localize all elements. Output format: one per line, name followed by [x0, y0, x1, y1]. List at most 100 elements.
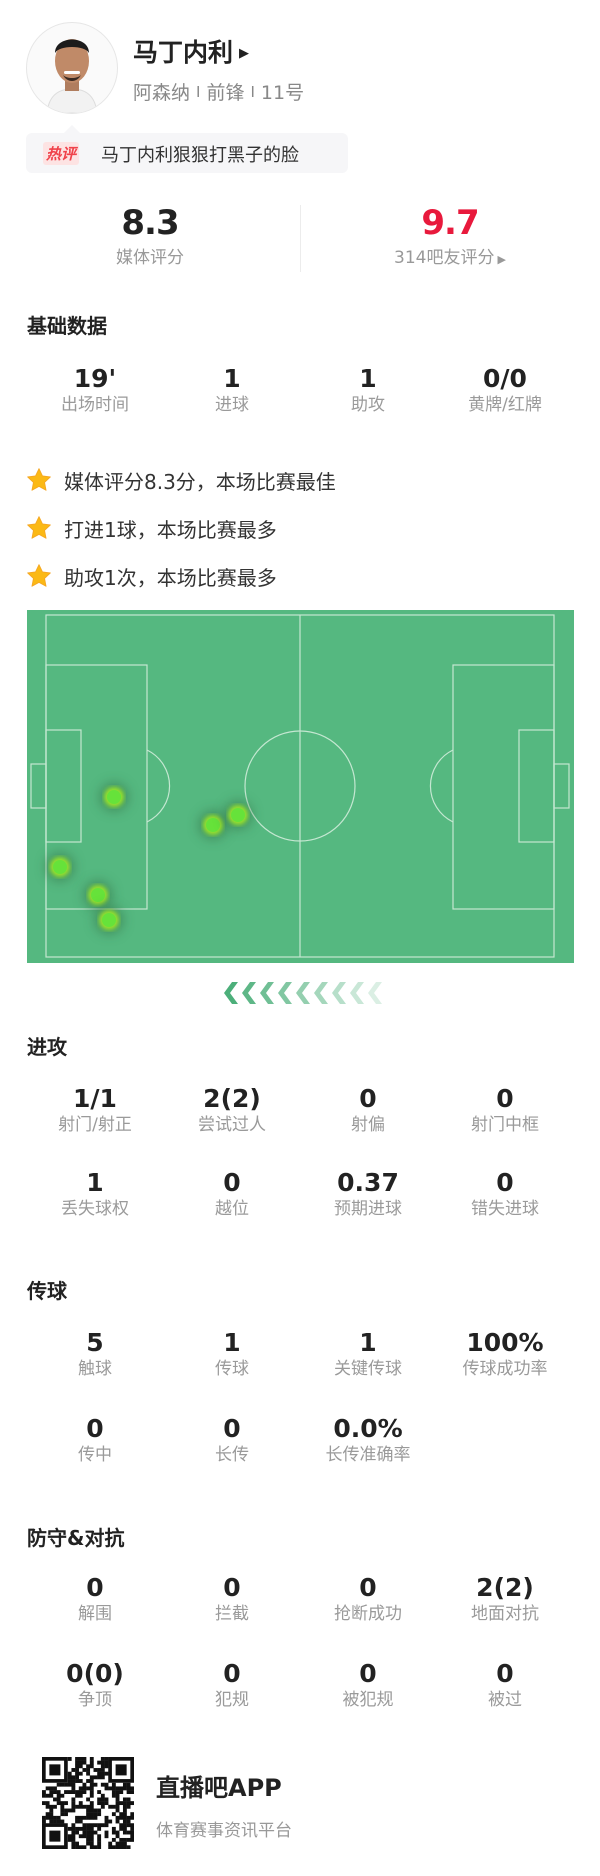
- player-position: 前锋: [206, 82, 245, 104]
- stat-label: 抢断成功: [334, 1604, 402, 1624]
- stat-value: 1: [86, 1168, 104, 1197]
- stat-value: 5: [86, 1328, 104, 1357]
- stat-label: 预期进球: [334, 1199, 402, 1219]
- stat-defense: 0 被犯规: [298, 1659, 438, 1711]
- stat-label: 传球: [215, 1359, 249, 1379]
- hot-comment[interactable]: 热评 马丁内利狠狠打黑子的脸: [26, 125, 348, 173]
- hot-comment-text: 马丁内利狠狠打黑子的脸: [101, 145, 299, 166]
- stat-attack: 1/1 射门/射正: [25, 1084, 165, 1136]
- fan-rating-label: 314吧友评分: [394, 248, 495, 268]
- chevron-left-icon: [368, 982, 382, 1004]
- section-title-defense: 防守&对抗: [27, 1526, 125, 1550]
- stat-passing: 0 长传: [162, 1414, 302, 1466]
- player-info: 阿森纳 I 前锋 I 11号: [133, 82, 305, 104]
- section-title-attack: 进攻: [27, 1035, 67, 1059]
- highlight-item: 打进1球，本场比赛最多: [26, 513, 277, 543]
- stat-label: 进球: [215, 395, 249, 415]
- stat-attack: 0 错失进球: [435, 1168, 575, 1220]
- media-rating: 8.3 媒体评分: [50, 203, 250, 268]
- highlight-text: 助攻1次，本场比赛最多: [64, 565, 277, 590]
- star-icon: [27, 468, 51, 491]
- stat-basic: 0/0 黄牌/红牌: [435, 364, 575, 416]
- stat-passing: 1 关键传球: [298, 1328, 438, 1380]
- stat-label: 被过: [488, 1690, 522, 1710]
- player-number: 11号: [260, 82, 305, 104]
- chevron-left-icon: [224, 982, 238, 1004]
- ratings-divider: [300, 205, 301, 272]
- chevron-left-icon: [242, 982, 256, 1004]
- stat-value: 0: [359, 1573, 377, 1602]
- stat-value: 0: [359, 1084, 377, 1113]
- stat-basic: 19' 出场时间: [25, 364, 165, 416]
- heat-spot: [46, 853, 74, 881]
- stat-value: 1/1: [73, 1084, 117, 1113]
- stat-label: 助攻: [351, 395, 385, 415]
- stat-label: 争顶: [78, 1690, 112, 1710]
- stat-passing: 1 传球: [162, 1328, 302, 1380]
- team-name: 阿森纳: [133, 82, 191, 104]
- stat-defense: 0 解围: [25, 1573, 165, 1625]
- stat-value: 19': [73, 364, 117, 393]
- chevron-left-icon: [260, 982, 274, 1004]
- stat-label: 长传准确率: [325, 1445, 411, 1465]
- stat-attack: 2(2) 尝试过人: [162, 1084, 302, 1136]
- player-avatar[interactable]: [26, 22, 118, 114]
- attack-direction-arrows: [224, 982, 382, 1004]
- stat-basic: 1 助攻: [298, 364, 438, 416]
- stat-label: 被犯规: [342, 1690, 394, 1710]
- stat-label: 黄牌/红牌: [468, 395, 542, 415]
- stat-value: 0: [86, 1573, 104, 1602]
- stat-defense: 0 抢断成功: [298, 1573, 438, 1625]
- caret-right-icon: ▶: [497, 253, 506, 266]
- stat-value: 0: [86, 1414, 104, 1443]
- stat-label: 长传: [215, 1445, 249, 1465]
- chevron-left-icon: [350, 982, 364, 1004]
- stat-label: 尝试过人: [198, 1115, 266, 1135]
- highlight-item: 媒体评分8.3分，本场比赛最佳: [26, 465, 336, 495]
- chevron-left-icon: [278, 982, 292, 1004]
- highlight-item: 助攻1次，本场比赛最多: [26, 561, 277, 591]
- chevron-left-icon: [296, 982, 310, 1004]
- stat-value: 0: [223, 1659, 241, 1688]
- stat-label: 拦截: [215, 1604, 249, 1624]
- stat-label: 丢失球权: [61, 1199, 129, 1219]
- stat-value: 0: [496, 1168, 514, 1197]
- stat-label: 射偏: [351, 1115, 385, 1135]
- stat-value: 100%: [466, 1328, 544, 1357]
- app-tagline: 体育赛事资讯平台: [156, 1821, 292, 1841]
- stat-label: 射门/射正: [58, 1115, 132, 1135]
- stat-value: 2(2): [203, 1084, 261, 1113]
- stat-label: 关键传球: [334, 1359, 402, 1379]
- stat-attack: 1 丢失球权: [25, 1168, 165, 1220]
- stat-label: 地面对抗: [471, 1604, 539, 1624]
- stat-value: 0: [223, 1414, 241, 1443]
- qr-code[interactable]: [42, 1757, 134, 1849]
- stat-label: 越位: [215, 1199, 249, 1219]
- stat-defense: 0(0) 争顶: [25, 1659, 165, 1711]
- fan-rating[interactable]: 9.7 314吧友评分 ▶: [350, 203, 550, 268]
- stat-defense: 0 被过: [435, 1659, 575, 1711]
- player-name[interactable]: 马丁内利 ▶: [133, 38, 250, 67]
- stat-value: 0(0): [66, 1659, 124, 1688]
- stat-attack: 0 射门中框: [435, 1084, 575, 1136]
- stat-label: 触球: [78, 1359, 112, 1379]
- heat-spot: [224, 801, 252, 829]
- stat-value: 0: [496, 1659, 514, 1688]
- stat-value: 0: [496, 1084, 514, 1113]
- stat-value: 1: [359, 364, 377, 393]
- section-title-passing: 传球: [27, 1279, 67, 1303]
- stat-value: 0: [223, 1573, 241, 1602]
- heat-spot: [100, 783, 128, 811]
- stat-value: 1: [223, 1328, 241, 1357]
- stat-passing: 100% 传球成功率: [435, 1328, 575, 1380]
- fan-rating-value: 9.7: [421, 203, 479, 243]
- stat-value: 2(2): [476, 1573, 534, 1602]
- stat-label: 解围: [78, 1604, 112, 1624]
- stat-value: 1: [359, 1328, 377, 1357]
- stat-value: 0: [223, 1168, 241, 1197]
- stat-basic: 1 进球: [162, 364, 302, 416]
- stat-attack: 0.37 预期进球: [298, 1168, 438, 1220]
- stat-defense: 0 犯规: [162, 1659, 302, 1711]
- stat-label: 错失进球: [471, 1199, 539, 1219]
- heat-spot: [199, 811, 227, 839]
